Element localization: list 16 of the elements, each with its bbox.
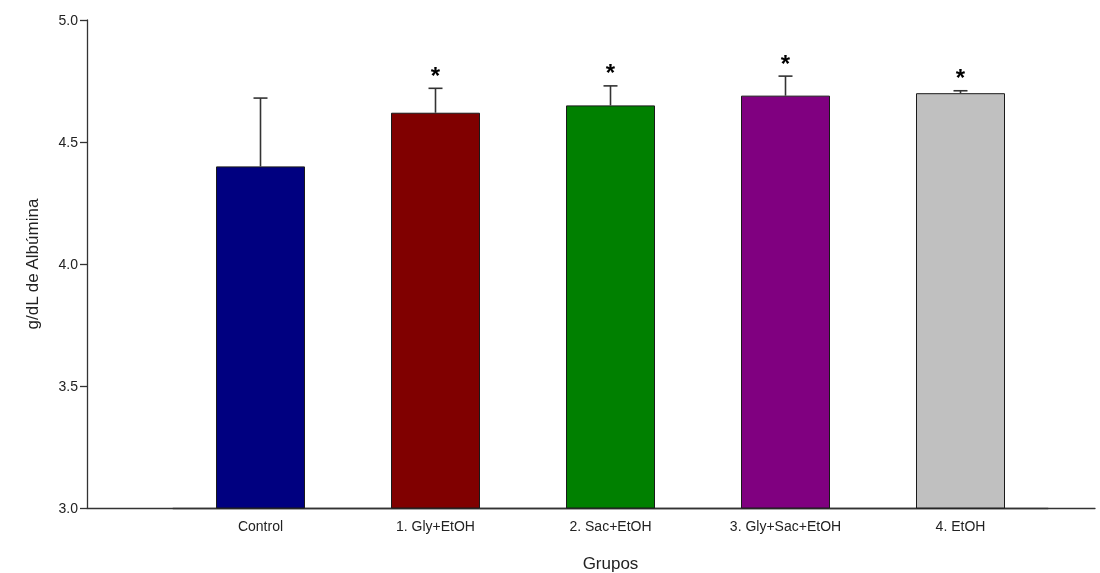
y-tick-label: 3.0 <box>58 500 79 516</box>
x-tick-label: 3. Gly+Sac+EtOH <box>729 518 842 534</box>
x-tick-label: 2. Sac+EtOH <box>569 518 652 534</box>
annotation: * <box>955 64 966 92</box>
y-tick-label: 4.0 <box>58 256 79 272</box>
y-tick-label: 3.5 <box>58 378 79 394</box>
x-tick-label: 4. EtOH <box>935 518 986 534</box>
y-tick-label: 5.0 <box>58 12 79 28</box>
x-tick-label: 1. Gly+EtOH <box>396 518 475 534</box>
annotation: * <box>605 59 616 87</box>
x-axis-title: Grupos <box>582 554 639 573</box>
annotation: * <box>430 61 441 89</box>
y-tick-label: 4.5 <box>58 134 79 150</box>
y-axis-title: g/dL de Albúmina <box>23 198 42 330</box>
annotation: * <box>780 49 791 77</box>
x-tick-label: Control <box>237 518 284 534</box>
